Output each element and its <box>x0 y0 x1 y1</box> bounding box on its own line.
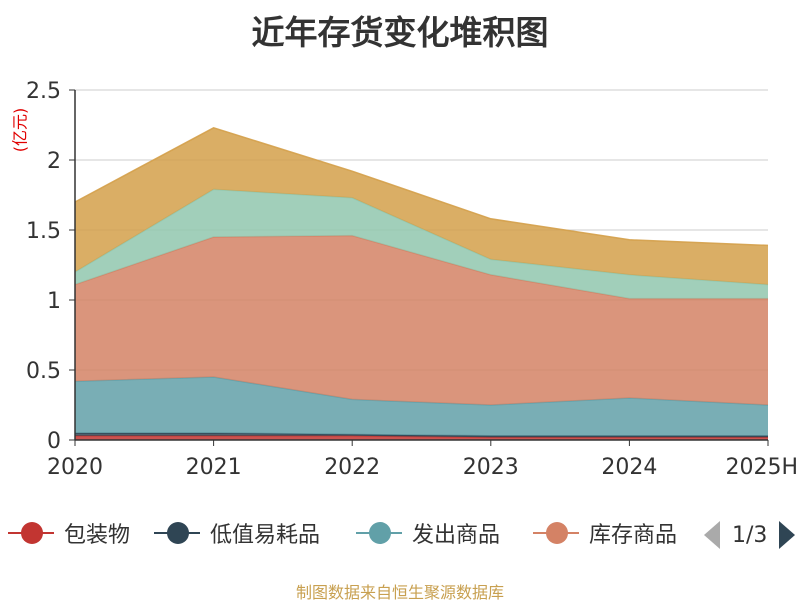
next-page-icon[interactable] <box>779 521 796 549</box>
y-tick-label: 2 <box>47 149 61 174</box>
x-tick-label: 2024 <box>601 455 657 480</box>
legend-dot-2 <box>369 522 391 544</box>
stacked-area-chart: 0 0.5 1 1.5 2 2.5 2020 2021 2022 2023 2024 2025H <box>26 79 798 480</box>
legend-item-1[interactable]: 低值易耗品 <box>154 513 320 553</box>
legend-label: 发出商品 <box>412 523 501 548</box>
legend-item-3[interactable]: 库存商品 <box>533 513 685 553</box>
chart-title: 近年存货变化堆积图 <box>251 13 549 52</box>
x-tick-label: 2020 <box>47 455 103 480</box>
x-tick-label: 2025H <box>725 455 798 480</box>
y-tick-label: 0 <box>47 429 61 454</box>
legend-dot-0 <box>21 522 43 544</box>
area-series-3 <box>75 235 768 405</box>
y-tick-label: 1.5 <box>26 219 61 244</box>
legend-marker-icon <box>154 513 200 553</box>
legend: 包装物 低值易耗品 发出商品 库存商品 <box>0 513 800 553</box>
legend-label: 低值易耗品 <box>210 523 321 548</box>
legend-marker-icon <box>533 513 579 553</box>
previous-page-icon[interactable] <box>704 521 720 549</box>
x-tick-label: 2023 <box>463 455 519 480</box>
y-tick-label: 1 <box>47 289 61 314</box>
legend-marker-icon <box>356 513 402 553</box>
data-source-footer: 制图数据来自恒生聚源数据库 <box>295 583 504 602</box>
legend-dot-1 <box>167 522 189 544</box>
legend-page-number: 1/3 <box>732 522 768 548</box>
legend-label: 包装物 <box>64 523 131 548</box>
tick-labels: 0 0.5 1 1.5 2 2.5 2020 2021 2022 2023 2024 2025H <box>26 79 798 480</box>
legend-dot-3 <box>546 522 568 544</box>
x-tick-label: 2022 <box>324 455 380 480</box>
axes <box>69 89 769 446</box>
y-tick-label: 0.5 <box>26 359 61 384</box>
legend-marker-icon <box>8 513 54 553</box>
legend-item-0[interactable]: 包装物 <box>8 513 130 553</box>
area-series-0 <box>75 435 768 440</box>
area-series-5 <box>75 127 768 285</box>
legend-label: 库存商品 <box>589 523 678 548</box>
series-line-5 <box>74 126 769 247</box>
x-tick-label: 2021 <box>186 455 242 480</box>
legend-item-2[interactable]: 发出商品 <box>356 513 500 553</box>
area-series-2 <box>75 377 768 436</box>
y-tick-label: 2.5 <box>26 79 61 104</box>
legend-pager: 1/3 <box>704 518 796 552</box>
area-series <box>74 126 769 440</box>
